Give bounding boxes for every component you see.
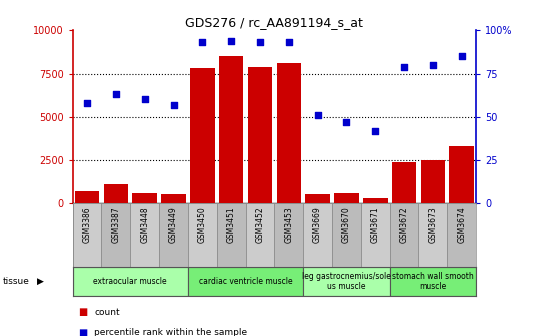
Point xyxy=(169,102,178,107)
Text: GSM3670: GSM3670 xyxy=(342,206,351,243)
Text: ■: ■ xyxy=(78,328,87,336)
Point xyxy=(457,53,466,59)
Point xyxy=(227,38,236,43)
Point xyxy=(342,119,351,125)
Bar xyxy=(245,203,274,267)
Text: extraocular muscle: extraocular muscle xyxy=(94,277,167,286)
Point xyxy=(313,112,322,118)
Text: GSM3669: GSM3669 xyxy=(313,206,322,243)
Bar xyxy=(190,68,215,203)
Text: GSM3450: GSM3450 xyxy=(198,206,207,243)
Text: percentile rank within the sample: percentile rank within the sample xyxy=(94,328,247,336)
Point xyxy=(83,100,91,106)
Bar xyxy=(132,193,157,203)
Bar xyxy=(449,146,474,203)
Text: GSM3451: GSM3451 xyxy=(226,206,236,243)
Text: GSM3452: GSM3452 xyxy=(256,206,265,243)
Bar xyxy=(421,160,445,203)
Text: cardiac ventricle muscle: cardiac ventricle muscle xyxy=(199,277,292,286)
Text: GSM3674: GSM3674 xyxy=(457,206,466,243)
Point xyxy=(371,128,380,133)
Bar xyxy=(188,203,217,267)
Point xyxy=(140,97,149,102)
Bar xyxy=(390,267,476,296)
Bar xyxy=(361,203,390,267)
Text: GSM3673: GSM3673 xyxy=(428,206,437,243)
Text: count: count xyxy=(94,308,120,317)
Bar xyxy=(188,267,303,296)
Bar xyxy=(419,203,447,267)
Text: GSM3672: GSM3672 xyxy=(400,206,408,243)
Bar xyxy=(277,63,301,203)
Text: leg gastrocnemius/sole
us muscle: leg gastrocnemius/sole us muscle xyxy=(302,272,391,291)
Bar xyxy=(392,162,416,203)
Bar xyxy=(159,203,188,267)
Bar xyxy=(219,56,243,203)
Bar xyxy=(303,267,390,296)
Text: ■: ■ xyxy=(78,307,87,318)
Bar xyxy=(390,203,419,267)
Text: GSM3671: GSM3671 xyxy=(371,206,380,243)
Text: GSM3387: GSM3387 xyxy=(111,206,121,243)
Text: GSM3453: GSM3453 xyxy=(284,206,293,243)
Point xyxy=(429,62,437,68)
Point xyxy=(285,40,293,45)
Text: stomach wall smooth
muscle: stomach wall smooth muscle xyxy=(392,272,474,291)
Bar xyxy=(75,191,100,203)
Point xyxy=(256,40,264,45)
Point xyxy=(111,92,120,97)
Text: ▶: ▶ xyxy=(37,277,44,286)
Bar xyxy=(363,198,387,203)
Title: GDS276 / rc_AA891194_s_at: GDS276 / rc_AA891194_s_at xyxy=(186,16,363,29)
Text: GSM3386: GSM3386 xyxy=(82,206,91,243)
Bar xyxy=(73,203,102,267)
Bar xyxy=(332,203,361,267)
Bar xyxy=(102,203,130,267)
Bar xyxy=(73,267,188,296)
Bar xyxy=(161,194,186,203)
Point xyxy=(400,64,408,69)
Point xyxy=(198,40,207,45)
Text: GSM3448: GSM3448 xyxy=(140,206,149,243)
Bar xyxy=(334,193,359,203)
Text: GSM3449: GSM3449 xyxy=(169,206,178,243)
Bar xyxy=(306,194,330,203)
Bar xyxy=(130,203,159,267)
Text: tissue: tissue xyxy=(3,277,30,286)
Bar xyxy=(303,203,332,267)
Bar xyxy=(447,203,476,267)
Bar xyxy=(217,203,245,267)
Bar xyxy=(274,203,303,267)
Bar xyxy=(104,184,128,203)
Bar xyxy=(247,67,272,203)
